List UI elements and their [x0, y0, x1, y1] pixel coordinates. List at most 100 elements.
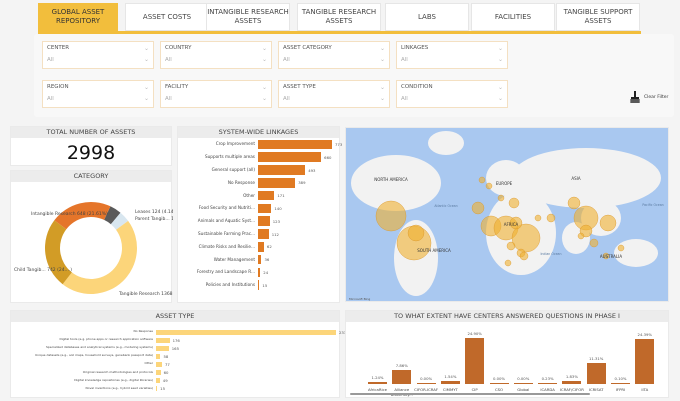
filter-asset-type[interactable]: ASSET TYPE ⌄ All ⌄ [278, 80, 390, 108]
bar[interactable] [258, 229, 269, 239]
donut-slice-leases[interactable] [104, 206, 121, 225]
bar-label: Sustainable Farming Prac... [198, 231, 255, 236]
asset-bubble[interactable] [546, 213, 556, 223]
filter-value: All [165, 96, 172, 102]
bar[interactable] [258, 190, 275, 201]
category-label: CIP [471, 387, 478, 392]
asset-bubble[interactable] [509, 216, 523, 230]
bar[interactable] [156, 370, 161, 376]
filter-facility[interactable]: FACILITY ⌄ All ⌄ [160, 80, 272, 108]
category-label: ICRAF/CIFOR [559, 387, 584, 392]
asset-bubble[interactable] [508, 197, 520, 209]
asset-bubble[interactable] [534, 214, 542, 222]
bar-label: No Response [133, 329, 153, 334]
asset-map[interactable]: NORTH AMERICA EUROPE ASIA SOUTH AMERICA AFRI… [345, 127, 669, 302]
bar[interactable] [258, 254, 262, 265]
asset-bubble[interactable] [617, 244, 625, 252]
bar[interactable] [562, 380, 582, 384]
filter-condition[interactable]: CONDITION ⌄ All ⌄ [396, 80, 508, 108]
bar-label: No Response [227, 179, 255, 185]
chevron-down-icon: ⌄ [261, 56, 267, 63]
bar-label: Crop Improvement [215, 141, 255, 147]
donut-slice-parent-tangible[interactable] [110, 212, 129, 230]
asset-bubble[interactable] [589, 238, 599, 248]
map-label: AUSTRALIA [600, 254, 622, 259]
filter-linkages[interactable]: LINKAGES ⌄ All ⌄ [396, 41, 508, 69]
bar-value: 176 [172, 337, 180, 343]
bar[interactable] [513, 383, 533, 384]
bar-label: Food Security and Nutriti... [198, 205, 255, 211]
asset-bubble[interactable] [602, 252, 610, 260]
filter-country[interactable]: COUNTRY ⌄ All ⌄ [160, 41, 272, 69]
bar[interactable] [258, 203, 272, 214]
bar[interactable] [156, 345, 169, 351]
tab-asset-costs[interactable]: ASSET COSTS [125, 3, 209, 31]
filter-value: All [283, 57, 290, 63]
bar[interactable] [156, 337, 170, 343]
total-assets-title: TOTAL NUMBER OF ASSETS [11, 127, 171, 138]
asset-bubble[interactable] [375, 200, 407, 232]
bar[interactable] [258, 280, 260, 291]
bar[interactable] [258, 139, 332, 150]
bar[interactable] [368, 381, 387, 384]
asset-bubble[interactable] [519, 251, 529, 261]
horizontal-scrollbar[interactable] [350, 393, 590, 395]
tab-intangible-research-assets[interactable]: INTANGIBLE RESEARCH ASSETS [206, 3, 290, 31]
bar[interactable] [156, 378, 160, 384]
filter-center[interactable]: CENTER ⌄ All ⌄ [42, 41, 154, 69]
filter-region[interactable]: REGION ⌄ All ⌄ [42, 80, 154, 108]
bar[interactable] [538, 383, 558, 384]
filter-asset-category[interactable]: ASSET CATEGORY ⌄ All ⌄ [278, 41, 390, 69]
tab-tangible-research-assets[interactable]: TANGIBLE RESEARCH ASSETS [297, 3, 381, 31]
bar[interactable] [440, 381, 460, 384]
donut-slice-child-tangible[interactable] [44, 220, 72, 285]
bar[interactable] [258, 165, 306, 175]
bar[interactable] [156, 361, 162, 367]
tab-tangible-support-assets[interactable]: TANGIBLE SUPPORT ASSETS [556, 3, 640, 31]
asset-bubble[interactable] [577, 232, 585, 240]
asset-bubble[interactable] [504, 259, 512, 267]
bar[interactable] [258, 241, 264, 252]
bar[interactable] [465, 338, 485, 384]
category-label: Global [517, 387, 530, 392]
bar-value: 15 [262, 282, 268, 288]
bar-value: 112 [271, 231, 279, 237]
asset-bubble[interactable] [599, 214, 617, 232]
asset-bubble[interactable] [478, 176, 486, 184]
category-label: ICARDA [540, 387, 555, 392]
asset-bubble[interactable] [485, 182, 493, 190]
asset-bubble[interactable] [506, 241, 516, 251]
bar-label: Specialized databases and analytical sys… [45, 345, 153, 350]
chevron-down-icon: ⌄ [497, 84, 503, 91]
bar[interactable] [416, 383, 436, 384]
bar[interactable] [258, 177, 296, 188]
asset-bubble[interactable] [471, 201, 485, 215]
bar[interactable] [258, 216, 270, 227]
bar[interactable] [489, 383, 509, 384]
bar[interactable] [156, 353, 161, 359]
bar[interactable] [156, 386, 158, 392]
chevron-down-icon: ⌄ [261, 84, 267, 91]
bar[interactable] [392, 369, 412, 384]
donut-label: Parent Tangib... 116 (3.87%) [135, 216, 173, 222]
bar[interactable] [611, 383, 630, 384]
asset-bubble[interactable] [407, 224, 425, 242]
tab-labs[interactable]: LABS [385, 3, 469, 31]
tab-global-asset-repository[interactable]: GLOBAL ASSET REPOSITORY [38, 3, 118, 31]
bar[interactable] [258, 267, 261, 278]
tab-facilities[interactable]: FACILITIES [471, 3, 555, 31]
bar[interactable] [586, 363, 606, 384]
bar[interactable] [258, 152, 322, 163]
clear-filter-button[interactable]: Clear Filter [628, 90, 668, 104]
bar[interactable] [156, 329, 336, 335]
world-map[interactable]: NORTH AMERICA EUROPE ASIA SOUTH AMERICA AFRI… [346, 128, 669, 302]
asset-bubble[interactable] [497, 194, 505, 202]
bar[interactable] [635, 339, 655, 384]
asset-bubble[interactable] [511, 223, 541, 253]
asset-bubble[interactable] [567, 196, 581, 210]
bar-value: 171 [277, 193, 285, 199]
donut-slice-intangible-research[interactable] [54, 202, 111, 230]
filter-label: ASSET CATEGORY [283, 45, 332, 51]
donut-slice-tangible-research[interactable] [62, 220, 138, 294]
bar-value: 773 [335, 141, 343, 147]
